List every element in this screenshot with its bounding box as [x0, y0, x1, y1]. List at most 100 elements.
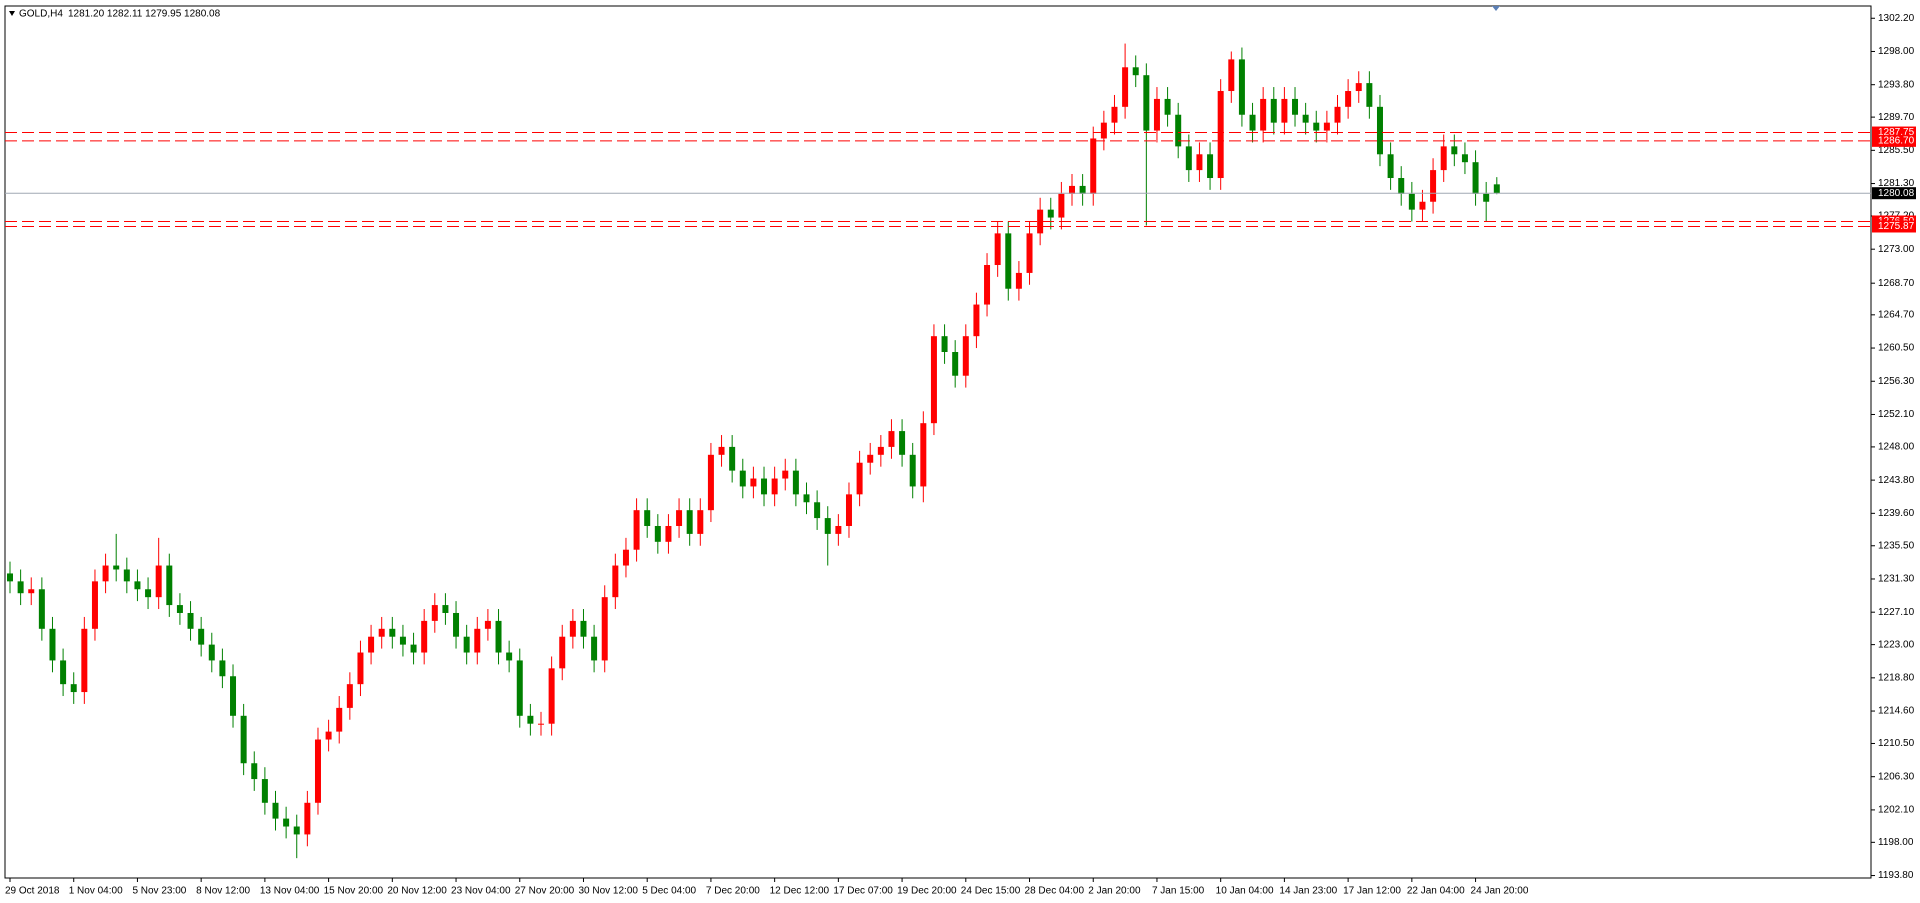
candle-body — [1376, 106, 1383, 155]
candle-body — [845, 494, 852, 526]
y-tick-label: 1218.80 — [1878, 672, 1915, 683]
x-tick-label: 29 Oct 2018 — [5, 886, 60, 897]
candle-body — [49, 628, 56, 661]
candle-body — [654, 525, 661, 542]
candle-body — [368, 636, 375, 653]
candle-body — [17, 581, 24, 594]
candle-body — [1292, 98, 1299, 115]
y-tick-label: 1264.70 — [1878, 309, 1915, 320]
candle-body — [495, 620, 502, 653]
y-tick-label: 1235.50 — [1878, 540, 1915, 551]
candle-body — [1387, 154, 1394, 179]
plot — [7, 43, 1500, 859]
candle-body — [81, 628, 88, 693]
y-tick-label: 1293.80 — [1878, 79, 1915, 90]
candle-body — [920, 423, 927, 487]
price-label: 1280.08 — [1878, 188, 1915, 199]
y-tick-label: 1231.30 — [1878, 574, 1915, 585]
y-tick-label: 1239.60 — [1878, 508, 1915, 519]
candle-body — [474, 628, 481, 653]
y-tick-label: 1302.20 — [1878, 13, 1915, 24]
candle-body — [1270, 98, 1277, 123]
candle-body — [155, 565, 162, 598]
symbol: GOLD,H4 — [19, 9, 63, 20]
candle-body — [824, 518, 831, 534]
candle-body — [601, 597, 608, 661]
candle-body — [930, 336, 937, 424]
candle-body — [1461, 154, 1468, 163]
price-label-bg — [1872, 187, 1916, 200]
candle-body — [1164, 98, 1171, 115]
candle-body — [1249, 114, 1256, 131]
candle-body — [644, 510, 651, 526]
candle-body — [1260, 98, 1267, 131]
candle-body — [676, 510, 683, 526]
candle-body — [856, 462, 863, 495]
collapse-icon — [9, 11, 15, 16]
candle-body — [134, 581, 141, 590]
candle-body — [1483, 193, 1490, 202]
candle-body — [771, 478, 778, 495]
candle-body — [569, 620, 576, 637]
candle-body — [750, 478, 757, 487]
x-tick-label: 22 Jan 04:00 — [1407, 886, 1465, 897]
candle-body — [230, 676, 237, 716]
candle-body — [1005, 233, 1012, 289]
y-tick-label: 1193.80 — [1878, 870, 1914, 881]
candle-body — [1037, 209, 1044, 234]
candle-body — [102, 565, 109, 582]
candle-body — [166, 565, 173, 606]
level-label: 1275.87 — [1878, 221, 1915, 232]
y-tick-label: 1298.00 — [1878, 46, 1915, 57]
x-tick-label: 19 Dec 20:00 — [897, 886, 957, 897]
candle-body — [899, 431, 906, 455]
candle-body — [1026, 233, 1033, 273]
y-tick-label: 1256.30 — [1878, 376, 1915, 387]
candle-body — [591, 636, 598, 661]
candle-body — [1472, 162, 1479, 194]
candle-body — [272, 802, 279, 819]
y-tick-label: 1214.60 — [1878, 706, 1915, 717]
x-tick-label: 1 Nov 04:00 — [69, 886, 123, 897]
candle-body — [559, 636, 566, 669]
x-tick-label: 5 Dec 04:00 — [642, 886, 696, 897]
candle-body — [612, 565, 619, 598]
candle-body — [410, 644, 417, 653]
candle-body — [580, 620, 587, 637]
candle-body — [1355, 83, 1362, 92]
candle-body — [219, 660, 226, 677]
candle-body — [1132, 67, 1139, 76]
candle-body — [707, 454, 714, 511]
candle-body — [283, 818, 290, 827]
candle-body — [867, 454, 874, 463]
y-tick-label: 1198.00 — [1878, 837, 1914, 848]
x-tick-label: 14 Jan 23:00 — [1279, 886, 1337, 897]
candle-body — [1302, 114, 1309, 123]
candle-body — [113, 565, 120, 570]
y-tick-label: 1206.30 — [1878, 771, 1915, 782]
candle-body — [431, 605, 438, 621]
candle-body — [1111, 106, 1118, 123]
y-tick-label: 1248.00 — [1878, 442, 1915, 453]
candle-body — [1069, 185, 1075, 194]
y-tick-label: 1202.10 — [1878, 805, 1915, 816]
candle-body — [421, 620, 428, 653]
x-tick-label: 24 Dec 15:00 — [961, 886, 1021, 897]
candle-body — [463, 636, 470, 653]
x-tick-label: 20 Nov 12:00 — [387, 886, 447, 897]
plot-frame — [4, 5, 1872, 879]
candle-body — [1100, 122, 1107, 139]
candle-body — [665, 525, 672, 542]
x-tick-label: 7 Jan 15:00 — [1152, 886, 1205, 897]
candle-body — [1440, 146, 1447, 171]
candle-body — [1366, 83, 1373, 107]
x-tick-label: 30 Nov 12:00 — [578, 886, 638, 897]
candle-body — [792, 470, 799, 495]
candle-body — [1419, 201, 1426, 210]
candle-body — [1207, 154, 1214, 179]
candle-body — [1079, 185, 1086, 194]
candle-body — [1015, 272, 1022, 289]
candle-body — [1175, 114, 1182, 147]
